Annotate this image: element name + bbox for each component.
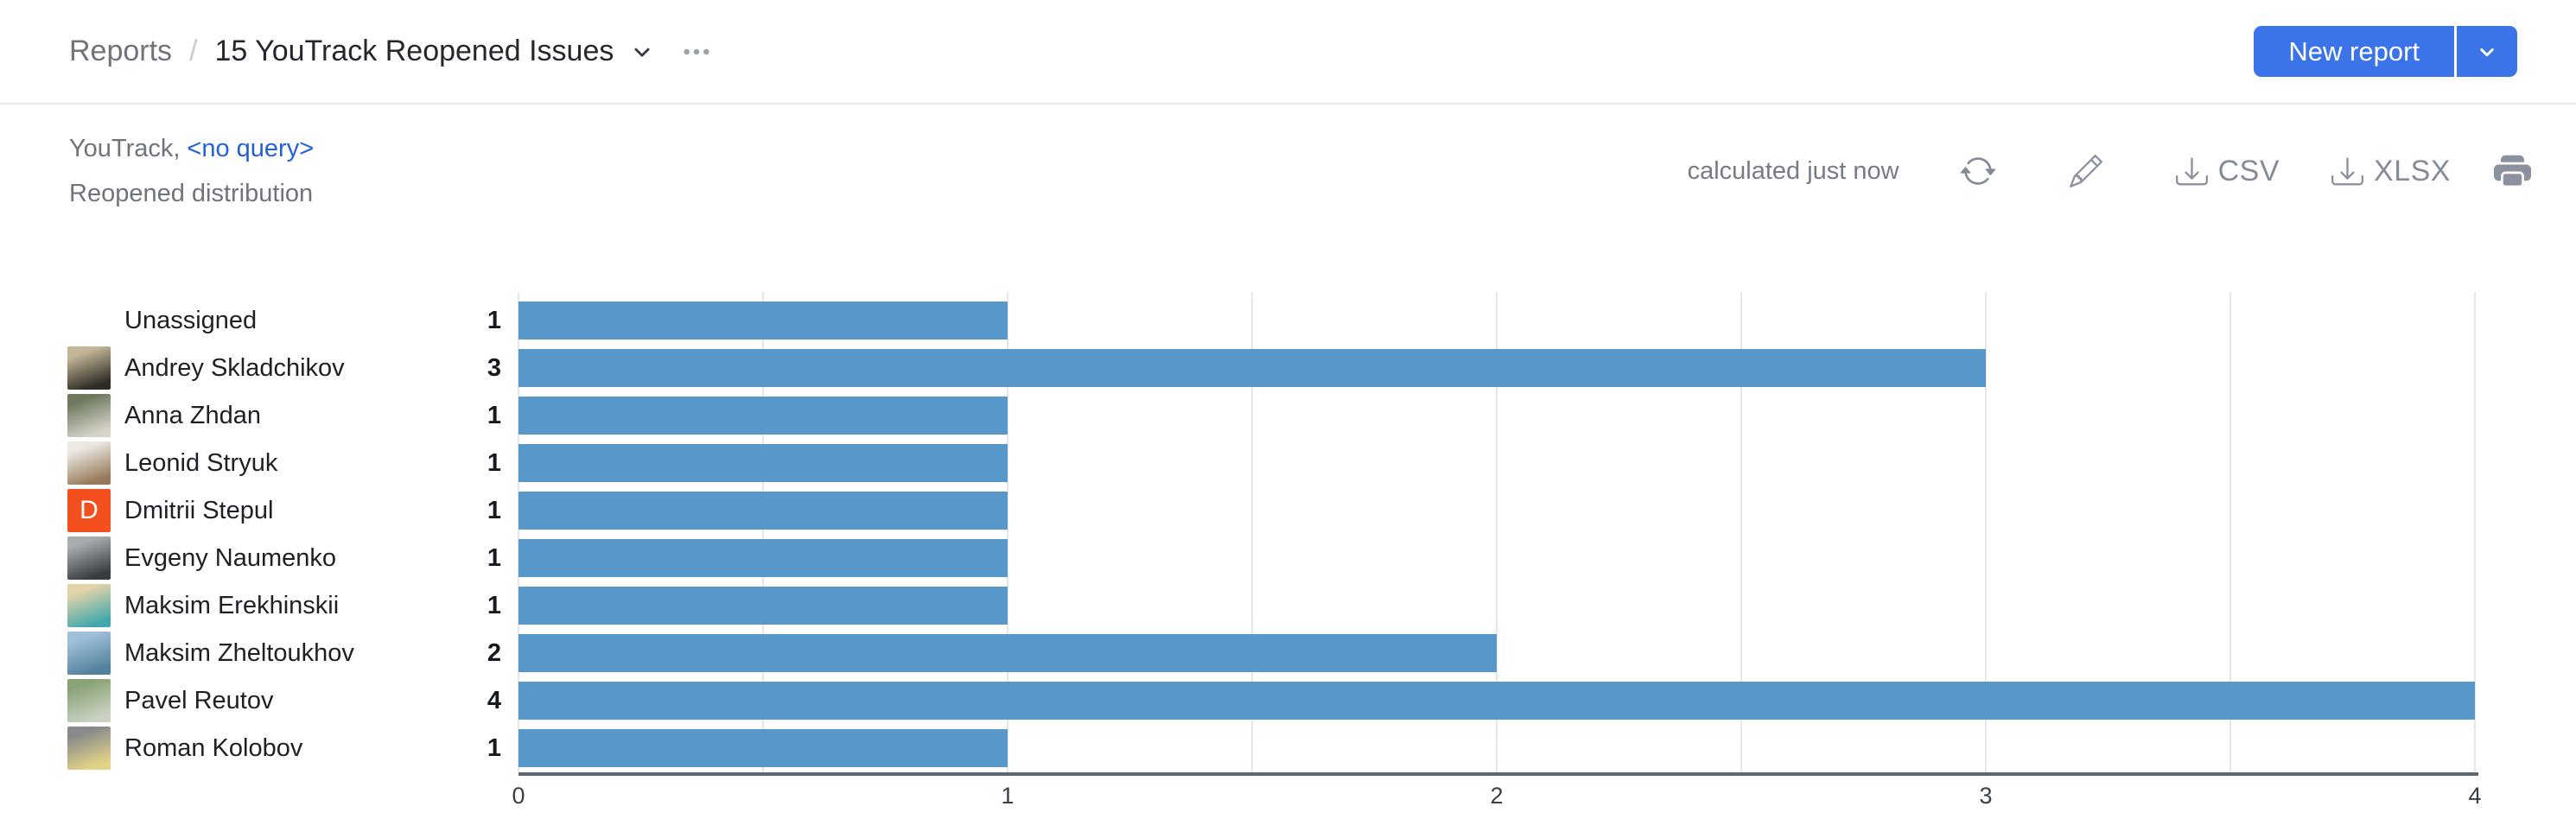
distribution-bar[interactable] <box>518 444 1008 482</box>
assignee-avatar <box>67 394 111 437</box>
export-xlsx-button[interactable]: XLSX <box>2331 155 2451 188</box>
gridline <box>1496 292 1498 772</box>
report-type-label: Reopened distribution <box>69 180 314 207</box>
report-title-dropdown-button[interactable] <box>627 37 657 67</box>
new-report-dropdown-button[interactable] <box>2457 26 2517 77</box>
assignee-name: Dmitrii Stepul <box>124 497 274 524</box>
distribution-bar[interactable] <box>518 492 1008 530</box>
assignee-avatar <box>67 536 111 580</box>
ellipsis-icon <box>679 37 714 67</box>
distribution-bar[interactable] <box>518 634 1497 672</box>
assignee-avatar <box>67 584 111 627</box>
report-meta: YouTrack, <no query> Reopened distributio… <box>69 126 314 216</box>
gridline <box>518 292 519 772</box>
breadcrumb-separator: / <box>189 35 198 67</box>
report-toolbar: calculated just now CSV <box>1688 126 2531 216</box>
x-axis-line <box>518 772 2478 776</box>
issue-count: 3 <box>487 354 501 382</box>
breadcrumb: Reports / 15 YouTrack Reopened Issues <box>69 35 2254 68</box>
assignee-name: Evgeny Naumenko <box>124 544 337 572</box>
distribution-bar[interactable] <box>518 729 1008 767</box>
gridline <box>1251 292 1253 772</box>
csv-label: CSV <box>2217 154 2280 187</box>
assignee-avatar <box>67 441 111 485</box>
distribution-bar[interactable] <box>518 587 1008 625</box>
export-csv-button[interactable]: CSV <box>2175 154 2280 188</box>
assignee-avatar <box>67 346 111 390</box>
issue-count: 1 <box>487 544 501 572</box>
gridline <box>762 292 764 772</box>
issue-count: 1 <box>487 307 501 334</box>
x-tick-label: 2 <box>1490 783 1504 809</box>
assignee-name: Unassigned <box>124 307 258 334</box>
query-link[interactable]: <no query> <box>187 135 315 162</box>
issue-count: 1 <box>487 497 501 524</box>
assignee-name: Anna Zhdan <box>124 402 262 429</box>
x-tick-label: 4 <box>2468 783 2482 809</box>
issue-count: 4 <box>487 687 501 714</box>
refresh-icon <box>1960 153 1996 189</box>
distribution-bar[interactable] <box>518 539 1008 577</box>
distribution-bar[interactable] <box>518 397 1008 435</box>
download-icon <box>2175 156 2208 187</box>
x-tick-label: 0 <box>512 783 525 809</box>
new-report-split-button: New report <box>2254 26 2517 77</box>
calculated-status: calculated just now <box>1687 156 1899 185</box>
download-icon <box>2331 156 2364 187</box>
xlsx-label: XLSX <box>2374 154 2451 187</box>
issue-count: 2 <box>487 639 501 667</box>
assignee-avatar <box>67 679 111 722</box>
page-header: Reports / 15 YouTrack Reopened Issues Ne… <box>0 0 2576 105</box>
report-source-label: YouTrack, <box>69 135 181 162</box>
assignee-name: Leonid Stryuk <box>124 449 278 477</box>
issue-count: 1 <box>487 592 501 619</box>
assignee-avatar: D <box>67 489 111 532</box>
assignee-avatar <box>67 632 111 675</box>
gridline <box>1985 292 1987 772</box>
refresh-button[interactable] <box>1960 153 1996 189</box>
print-button[interactable] <box>2494 153 2531 190</box>
assignee-name: Andrey Skladchikov <box>124 354 345 382</box>
report-title: 15 YouTrack Reopened Issues <box>214 35 614 67</box>
new-report-button[interactable]: New report <box>2254 26 2454 77</box>
distribution-bar[interactable] <box>518 682 2475 720</box>
issue-count: 1 <box>487 449 501 477</box>
gridline <box>2474 292 2476 772</box>
distribution-bar[interactable] <box>518 349 1986 387</box>
more-options-button[interactable] <box>679 37 714 67</box>
assignee-name: Maksim Zheltoukhov <box>124 639 354 667</box>
edit-pencil-icon <box>2069 155 2102 187</box>
x-tick-label: 3 <box>1979 783 1993 809</box>
assignee-name: Roman Kolobov <box>124 734 303 762</box>
edit-report-button[interactable] <box>2069 155 2102 187</box>
distribution-bar[interactable] <box>518 302 1008 340</box>
assignee-avatar <box>67 727 111 770</box>
issue-count: 1 <box>487 402 501 429</box>
assignee-name: Maksim Erekhinskii <box>124 592 340 619</box>
x-tick-label: 1 <box>1001 783 1014 809</box>
assignee-name: Pavel Reutov <box>124 687 274 714</box>
report-source-line: YouTrack, <no query> <box>69 126 314 171</box>
breadcrumb-reports[interactable]: Reports <box>69 35 173 67</box>
issue-count: 1 <box>487 734 501 762</box>
gridline <box>1007 292 1008 772</box>
gridline <box>2229 292 2231 772</box>
chevron-down-icon <box>627 37 657 67</box>
reopened-bar-chart: 0 1 2 3 4 Unassigned 1 Andrey Skladchikov 3 Anna … <box>0 292 2576 838</box>
gridline <box>1740 292 1742 772</box>
print-icon <box>2494 153 2531 190</box>
chevron-down-icon <box>2474 39 2500 65</box>
